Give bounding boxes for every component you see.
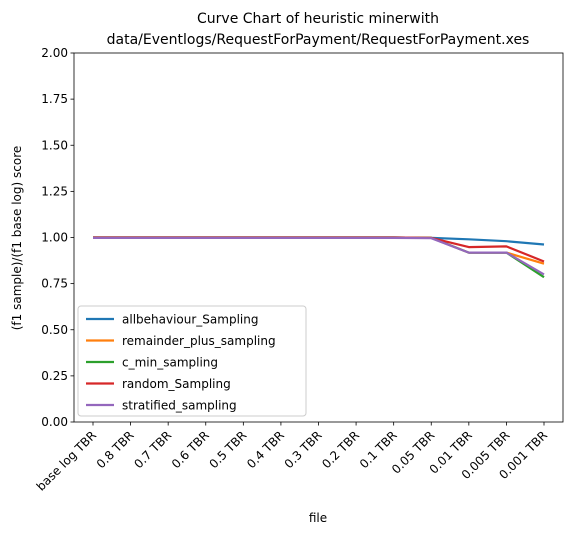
legend: allbehaviour_Sampling remainder_plus_samp…: [77, 305, 307, 417]
legend-label: random_Sampling: [122, 377, 231, 391]
x-tick-label: 0.3 TBR: [282, 428, 325, 471]
y-tick-label: 1.50: [41, 138, 68, 152]
y-tick-label: 1.25: [41, 184, 68, 198]
y-tick-label: 0.25: [41, 369, 68, 383]
y-axis-label: (f1 sample)/(f1 base log) score: [10, 146, 24, 331]
x-tick-label: 0.5 TBR: [206, 428, 249, 471]
series-line-random_Sampling: [93, 236, 545, 263]
y-tick-label: 0.75: [41, 277, 68, 291]
x-tick-label: 0.6 TBR: [169, 428, 212, 471]
y-tick-label: 0.00: [41, 415, 68, 429]
y-tick-label: 0.50: [41, 323, 68, 337]
x-tick-label: 0.2 TBR: [319, 428, 362, 471]
x-axis-label: file: [309, 511, 327, 525]
legend-label: allbehaviour_Sampling: [122, 313, 258, 327]
x-tick-label: 0.8 TBR: [94, 428, 137, 471]
x-tick-label: 0.4 TBR: [244, 428, 287, 471]
chart-title-line2: data/Eventlogs/RequestForPayment/Request…: [107, 32, 530, 48]
chart-title-line1: Curve Chart of heuristic minerwith: [197, 11, 439, 27]
y-tick-label: 1.75: [41, 92, 68, 106]
y-tick-label: 1.00: [41, 231, 68, 245]
x-tick-label: base log TBR: [34, 428, 99, 493]
series-line-c_min_sampling: [93, 236, 545, 279]
plot-area: 0.00 0.25 0.50 0.75 1.00 1.25 1.50 1.75 2.00 base…: [34, 46, 564, 494]
x-tick-label: 0.7 TBR: [131, 428, 174, 471]
legend-label: c_min_sampling: [122, 356, 218, 370]
legend-label: remainder_plus_sampling: [122, 334, 276, 348]
y-tick-label: 2.00: [41, 46, 68, 60]
legend-box: [77, 305, 307, 417]
series-line-remainder_plus_sampling: [93, 236, 545, 265]
legend-label: stratified_sampling: [122, 399, 237, 413]
series-line-stratified_sampling: [93, 236, 545, 276]
